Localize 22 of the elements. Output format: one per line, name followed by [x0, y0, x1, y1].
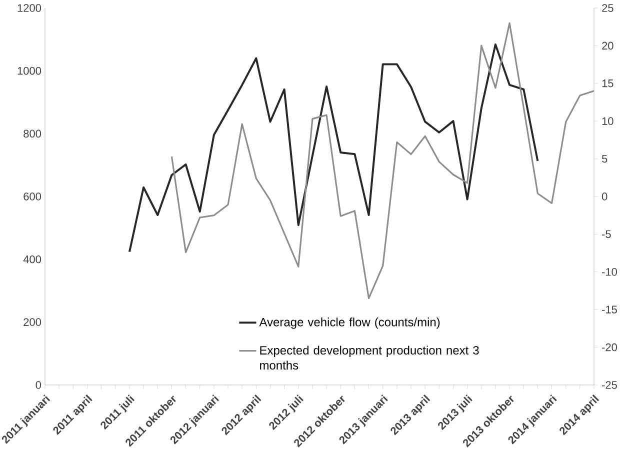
legend-label: Average vehicle flow (counts/min) — [259, 318, 440, 329]
y2-tick-label: -10 — [602, 268, 617, 276]
y2-tick-label: 0 — [602, 192, 608, 200]
y-tick-label: 600 — [24, 192, 42, 200]
y-tick-label: 1000 — [18, 66, 42, 75]
y-tick-label: 0 — [36, 381, 42, 389]
y2-tick-label: -5 — [602, 230, 611, 238]
y-tick-label: 200 — [24, 318, 42, 326]
y2-tick-label: -20 — [602, 343, 617, 352]
y2-tick-label: -25 — [602, 381, 617, 389]
y2-tick-label: 10 — [602, 117, 614, 125]
y-tick-label: 800 — [24, 130, 42, 138]
y2-tick-label: -15 — [602, 306, 617, 314]
y-tick-label: 1200 — [18, 4, 42, 12]
y2-tick-label: 20 — [602, 42, 614, 50]
y2-tick-label: 5 — [602, 154, 608, 163]
y-tick-label: 400 — [23, 255, 42, 264]
line-series — [170, 22, 594, 300]
line-series — [128, 43, 539, 253]
y2-tick-label: 15 — [602, 80, 614, 88]
y2-tick-label: 25 — [602, 4, 614, 12]
legend-label: Expected development production next 3 months — [260, 346, 479, 370]
